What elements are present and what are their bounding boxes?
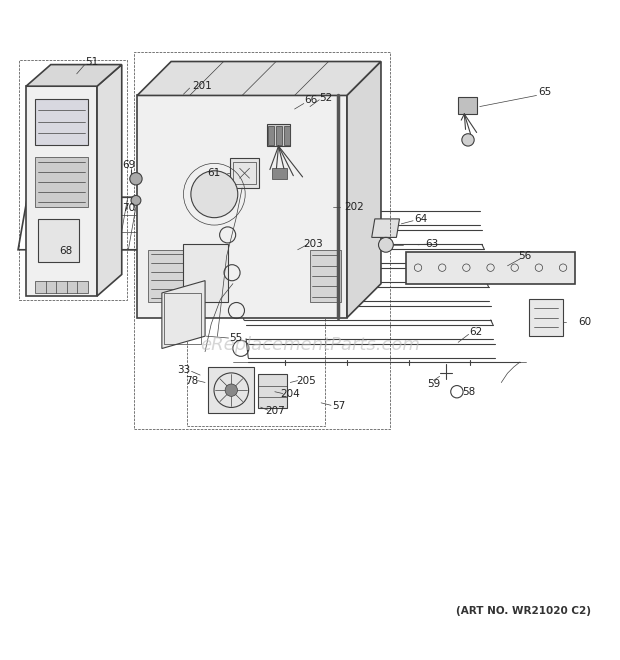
Bar [529,299,563,336]
Bar [148,249,216,302]
Bar [267,125,290,146]
Text: eReplacementParts.com: eReplacementParts.com [200,337,420,354]
Text: (ART NO. WR21020 C2): (ART NO. WR21020 C2) [456,606,591,616]
Bar [35,157,88,207]
Text: 52: 52 [319,93,332,103]
Polygon shape [162,280,205,348]
Bar [35,280,88,293]
Bar [19,59,126,300]
Bar [164,293,201,344]
Circle shape [130,173,142,185]
Text: 56: 56 [518,251,531,261]
Bar [187,299,326,426]
Text: 33: 33 [177,365,190,375]
Polygon shape [372,219,399,238]
Circle shape [131,195,141,205]
Text: 63: 63 [425,238,439,249]
Text: 59: 59 [427,379,440,389]
Text: 70: 70 [123,203,136,213]
Text: 62: 62 [469,327,482,337]
Bar [38,219,79,262]
Text: 55: 55 [229,333,242,343]
Bar [230,158,259,188]
Text: 205: 205 [296,376,316,385]
Text: 61: 61 [207,168,221,178]
Text: 65: 65 [538,87,551,98]
Text: 66: 66 [304,96,318,106]
Polygon shape [26,65,122,86]
Text: 64: 64 [415,214,428,224]
Circle shape [379,238,393,252]
Polygon shape [97,65,122,296]
Circle shape [191,171,238,218]
Polygon shape [137,96,347,317]
Text: 203: 203 [303,238,323,249]
Bar [272,168,287,179]
Bar [284,125,290,145]
Bar [268,125,274,145]
Text: 51: 51 [86,57,99,67]
Circle shape [462,134,474,146]
Text: 78: 78 [185,376,198,385]
Bar [310,249,341,302]
Text: 202: 202 [344,201,364,212]
Polygon shape [26,86,97,296]
Text: 201: 201 [193,81,213,91]
Text: 68: 68 [60,246,73,256]
Polygon shape [137,61,381,96]
Bar [184,244,228,302]
Text: 57: 57 [332,401,345,411]
Bar [234,162,255,184]
Bar [257,374,287,409]
Text: 204: 204 [280,389,300,399]
Text: 69: 69 [123,160,136,170]
Text: 60: 60 [578,317,591,327]
Circle shape [225,384,237,397]
Bar [35,98,88,145]
Bar [458,97,477,114]
Bar [208,367,254,413]
Text: 58: 58 [462,387,476,397]
Bar [276,125,282,145]
Bar [134,52,390,429]
Polygon shape [347,61,381,317]
Text: 207: 207 [265,407,285,416]
Polygon shape [405,251,575,284]
